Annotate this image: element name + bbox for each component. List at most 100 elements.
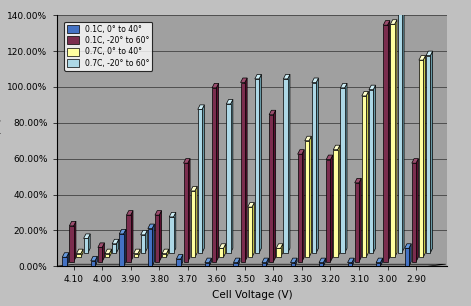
Polygon shape xyxy=(248,203,254,207)
Bar xyxy=(162,254,166,257)
Polygon shape xyxy=(191,186,197,191)
Polygon shape xyxy=(245,78,247,262)
Polygon shape xyxy=(323,258,325,266)
Polygon shape xyxy=(73,221,76,262)
Polygon shape xyxy=(252,203,254,257)
Bar xyxy=(284,79,288,253)
Polygon shape xyxy=(57,264,446,266)
Bar xyxy=(69,226,73,262)
Bar xyxy=(333,150,338,257)
Polygon shape xyxy=(376,258,382,263)
Polygon shape xyxy=(112,239,119,244)
Polygon shape xyxy=(409,244,411,266)
Polygon shape xyxy=(419,56,425,60)
Polygon shape xyxy=(126,211,133,215)
Bar xyxy=(255,79,259,253)
Polygon shape xyxy=(184,159,190,163)
Polygon shape xyxy=(298,150,304,154)
Bar xyxy=(176,259,181,266)
Polygon shape xyxy=(291,258,297,263)
Bar xyxy=(383,25,388,262)
X-axis label: Cell Voltage (V): Cell Voltage (V) xyxy=(211,290,292,300)
Polygon shape xyxy=(369,85,375,90)
Polygon shape xyxy=(269,110,276,115)
Polygon shape xyxy=(69,221,76,226)
Polygon shape xyxy=(412,159,418,163)
Bar xyxy=(76,254,81,257)
Polygon shape xyxy=(198,105,204,110)
Polygon shape xyxy=(169,212,176,217)
Polygon shape xyxy=(173,212,176,253)
Bar xyxy=(376,263,381,266)
Polygon shape xyxy=(345,83,347,253)
Bar xyxy=(105,254,109,257)
Polygon shape xyxy=(383,21,390,25)
Polygon shape xyxy=(62,253,69,257)
Bar xyxy=(205,263,209,266)
Polygon shape xyxy=(226,99,233,104)
Polygon shape xyxy=(259,74,261,253)
Polygon shape xyxy=(176,255,183,259)
Bar xyxy=(169,217,173,253)
Bar xyxy=(134,254,138,257)
Bar xyxy=(298,154,302,262)
Polygon shape xyxy=(295,258,297,266)
Polygon shape xyxy=(416,159,418,262)
Bar xyxy=(198,110,202,253)
Polygon shape xyxy=(381,258,382,266)
Polygon shape xyxy=(355,178,361,183)
Bar xyxy=(212,88,216,262)
Polygon shape xyxy=(288,74,290,253)
Bar xyxy=(269,115,273,262)
Polygon shape xyxy=(234,258,240,263)
Bar xyxy=(405,248,409,266)
Polygon shape xyxy=(338,145,340,257)
Polygon shape xyxy=(162,249,169,254)
Bar xyxy=(98,247,102,262)
Polygon shape xyxy=(216,83,219,262)
Polygon shape xyxy=(148,224,154,229)
Legend: 0.1C, 0° to 40°, 0.1C, -20° to 60°, 0.7C, 0° to 40°, 0.7C, -20° to 60°: 0.1C, 0° to 40°, 0.1C, -20° to 60°, 0.7C… xyxy=(64,22,153,71)
Polygon shape xyxy=(166,249,169,257)
Polygon shape xyxy=(116,239,119,253)
Polygon shape xyxy=(276,244,283,248)
Polygon shape xyxy=(430,51,432,253)
Polygon shape xyxy=(195,186,197,257)
Bar xyxy=(241,83,245,262)
Polygon shape xyxy=(273,110,276,262)
Polygon shape xyxy=(141,230,147,235)
Bar xyxy=(341,88,345,253)
Bar xyxy=(276,248,281,257)
Bar xyxy=(262,263,266,266)
Polygon shape xyxy=(341,83,347,88)
Polygon shape xyxy=(155,211,162,215)
Polygon shape xyxy=(219,244,226,248)
Polygon shape xyxy=(402,10,404,253)
Polygon shape xyxy=(202,105,204,253)
Polygon shape xyxy=(241,78,247,83)
Bar xyxy=(355,183,359,262)
Polygon shape xyxy=(255,74,261,79)
Polygon shape xyxy=(373,85,375,253)
Polygon shape xyxy=(105,249,112,254)
Polygon shape xyxy=(326,155,333,160)
Bar xyxy=(91,261,95,266)
Y-axis label: Error (%): Error (%) xyxy=(0,118,2,164)
Polygon shape xyxy=(319,258,325,263)
Polygon shape xyxy=(362,91,368,96)
Polygon shape xyxy=(284,74,290,79)
Bar xyxy=(398,14,402,253)
Polygon shape xyxy=(262,258,268,263)
Polygon shape xyxy=(95,256,97,266)
Bar xyxy=(62,257,66,266)
Bar xyxy=(184,163,188,262)
Polygon shape xyxy=(209,258,211,266)
Bar xyxy=(126,215,131,262)
Bar xyxy=(155,215,159,262)
Polygon shape xyxy=(81,249,83,257)
Polygon shape xyxy=(366,91,368,257)
Polygon shape xyxy=(109,249,112,257)
Polygon shape xyxy=(181,255,183,266)
Bar xyxy=(426,56,430,253)
Polygon shape xyxy=(134,249,140,254)
